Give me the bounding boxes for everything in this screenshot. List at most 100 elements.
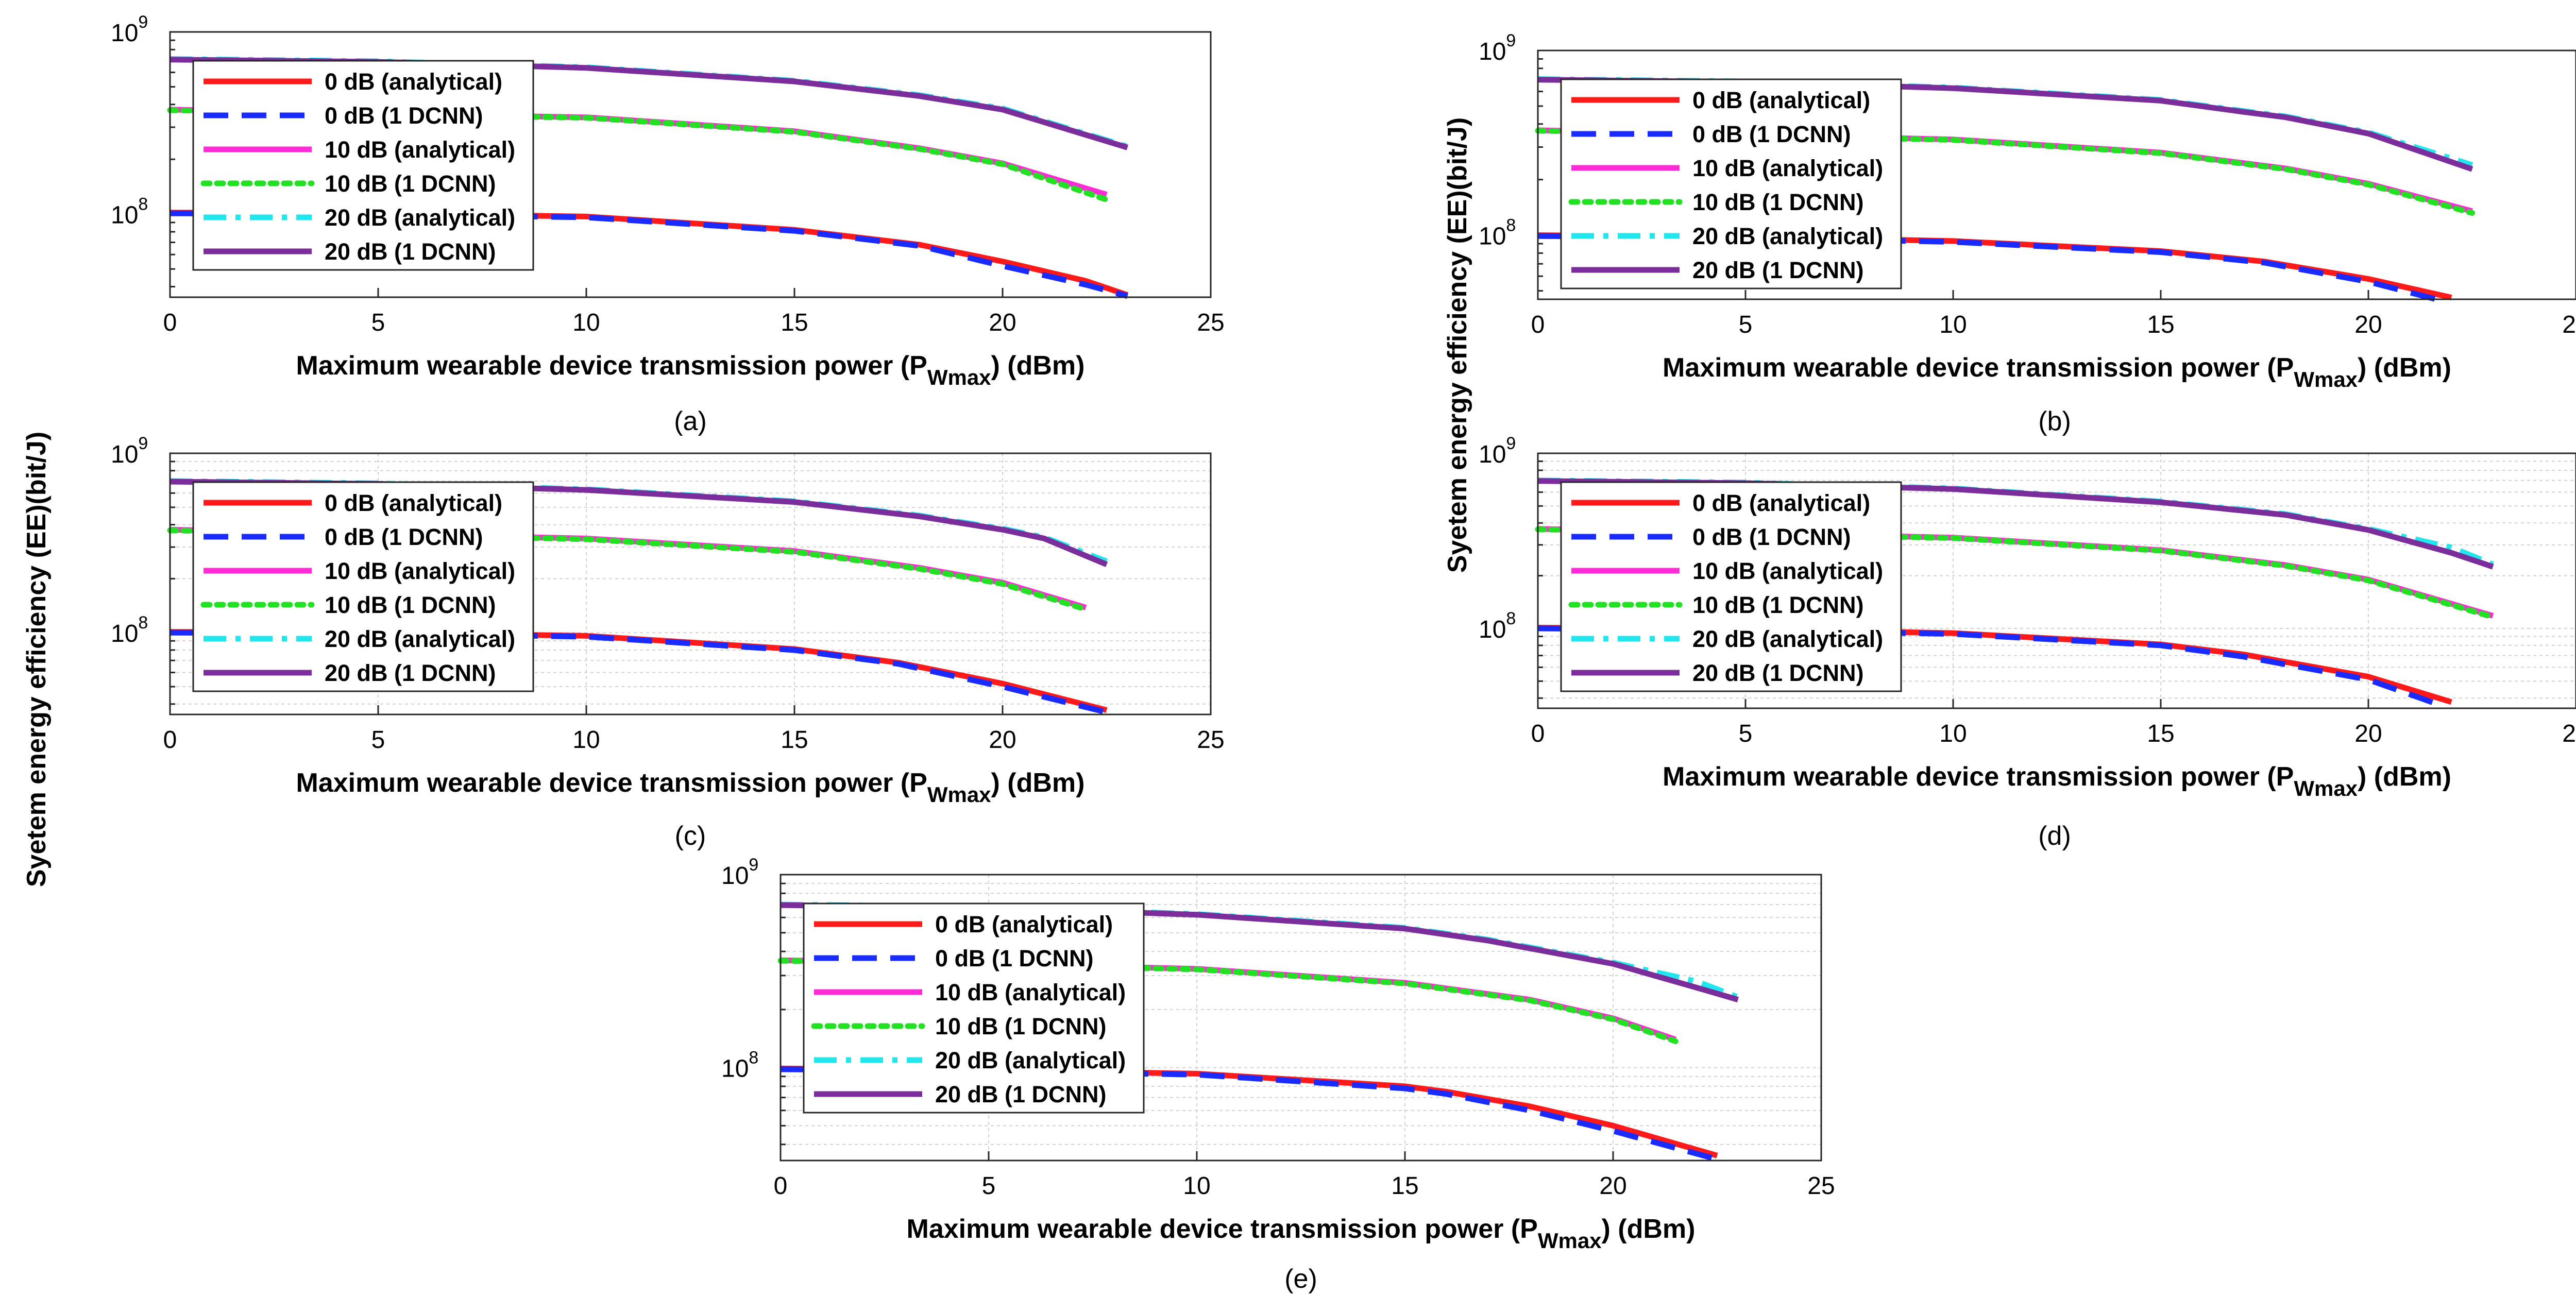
panel-a-legend-label: 10 dB (analytical) xyxy=(325,137,515,163)
panel-c-x-tick-label: 15 xyxy=(781,726,808,754)
panel-d-legend-label: 0 dB (analytical) xyxy=(1692,490,1870,516)
panel-e-x-tick-label: 20 xyxy=(1599,1172,1626,1200)
panel-a-x-tick-label: 25 xyxy=(1197,309,1224,336)
panel-e-legend-label: 20 dB (1 DCNN) xyxy=(935,1081,1107,1107)
panel-d-x-tick-label: 25 xyxy=(2562,720,2576,747)
panel-a-y-tick-base: 10 xyxy=(111,202,138,229)
panel-a-x-tick-label: 20 xyxy=(989,309,1016,336)
panel-b-legend-label: 10 dB (1 DCNN) xyxy=(1692,189,1864,215)
panel-c-x-tick-label: 25 xyxy=(1197,726,1224,754)
panel-d-x-axis-label: Maximum wearable device transmission pow… xyxy=(1663,762,2451,800)
panel-a-y-tick-exponent: 8 xyxy=(138,195,148,214)
panel-d-caption: (d) xyxy=(2038,821,2071,851)
panel-e-x-axis-label-sub: Wmax xyxy=(1538,1229,1602,1253)
panel-e-x-axis-label-main: Maximum wearable device transmission pow… xyxy=(907,1214,1538,1244)
panel-e-y-tick-base: 10 xyxy=(721,862,749,890)
panel-a-legend-box xyxy=(192,60,534,271)
panel-b-x-tick-label: 5 xyxy=(1739,311,1753,338)
panel-d-legend-label: 20 dB (1 DCNN) xyxy=(1692,660,1864,686)
panel-c-caption: (c) xyxy=(675,821,706,851)
panel-a-x-axis-label-main: Maximum wearable device transmission pow… xyxy=(296,351,927,381)
panel-c-y-tick-base: 10 xyxy=(111,620,138,647)
panel-e-legend-label: 0 dB (1 DCNN) xyxy=(935,945,1094,971)
panel-c-y-tick-label: 109 xyxy=(111,434,148,468)
panel-b-legend-box xyxy=(1560,78,1902,289)
panel-a-x-tick-label: 10 xyxy=(572,309,600,336)
panel-a-x-tick-label: 15 xyxy=(781,309,808,336)
panel-e-x-tick-label: 25 xyxy=(1807,1172,1835,1200)
panel-d-y-tick-exponent: 9 xyxy=(1506,434,1516,453)
panel-a-x-axis-label-sub: Wmax xyxy=(927,365,991,389)
panel-c-x-axis-label: Maximum wearable device transmission pow… xyxy=(296,768,1085,807)
panel-b-legend-label: 20 dB (analytical) xyxy=(1692,223,1883,249)
panel-d-y-tick-base: 10 xyxy=(1479,441,1506,468)
panel-e-legend-label: 0 dB (analytical) xyxy=(935,911,1113,937)
panel-b-x-axis-label-main: Maximum wearable device transmission pow… xyxy=(1663,353,2294,383)
panel-e-y-tick-base: 10 xyxy=(721,1055,749,1083)
panel-b-legend: 0 dB (analytical) 0 dB (1 DCNN) 10 dB (ana… xyxy=(1560,78,1902,289)
panel-b-y-tick-exponent: 8 xyxy=(1506,216,1516,235)
panel-e-x-tick-label: 0 xyxy=(774,1172,788,1200)
panel-b-x-axis-label: Maximum wearable device transmission pow… xyxy=(1663,353,2451,391)
panel-e-y-tick-label: 109 xyxy=(721,855,758,890)
panel-c-legend-label: 10 dB (1 DCNN) xyxy=(325,592,496,618)
panel-c-legend-label: 10 dB (analytical) xyxy=(325,558,515,584)
panel-d-x-axis-label-end: ) (dBm) xyxy=(2358,762,2451,792)
panel-e-legend-label: 20 dB (analytical) xyxy=(935,1047,1126,1073)
panel-d-y-tick-base: 10 xyxy=(1479,616,1506,643)
panel-c-legend-label: 0 dB (1 DCNN) xyxy=(325,524,483,550)
panel-a-axes-box xyxy=(169,31,1212,298)
panel-a-legend: 0 dB (analytical) 0 dB (1 DCNN) 10 dB (ana… xyxy=(192,60,534,271)
panel-e-legend-label: 10 dB (1 DCNN) xyxy=(935,1013,1107,1039)
panel-d-x-tick-label: 20 xyxy=(2354,720,2382,747)
panel-e-y-tick-exponent: 9 xyxy=(749,855,758,875)
panel-a-legend-label: 0 dB (analytical) xyxy=(325,69,502,95)
panel-b-caption: (b) xyxy=(2038,406,2071,436)
panel-d-x-tick-label: 15 xyxy=(2147,720,2174,747)
panel-a-y-tick-label: 109 xyxy=(111,12,148,47)
panel-d-y-tick-exponent: 8 xyxy=(1506,609,1516,628)
panel-c-x-tick-label: 20 xyxy=(989,726,1016,754)
panel-e-y-tick-exponent: 8 xyxy=(749,1048,758,1068)
panel-c-x-axis-label-end: ) (dBm) xyxy=(991,768,1085,798)
panel-b-x-axis-label-sub: Wmax xyxy=(2294,367,2358,391)
panel-c-legend-label: 20 dB (1 DCNN) xyxy=(325,660,496,686)
panel-a-x-tick-label: 5 xyxy=(371,309,385,336)
panel-c-x-tick-label: 5 xyxy=(371,726,385,754)
panel-b-legend-label: 20 dB (1 DCNN) xyxy=(1692,257,1864,283)
panel-b-x-tick-label: 20 xyxy=(2354,311,2382,338)
panel-e-legend-label: 10 dB (analytical) xyxy=(935,979,1126,1005)
panel-d-x-axis-label-sub: Wmax xyxy=(2294,776,2358,800)
panel-d-legend-label: 10 dB (analytical) xyxy=(1692,558,1883,584)
panel-b-axes-box xyxy=(1537,49,2576,300)
panel-c-legend: 0 dB (analytical) 0 dB (1 DCNN) 10 dB (ana… xyxy=(192,481,534,692)
panel-d-legend-box xyxy=(1560,481,1902,692)
panel-c-x-tick-label: 10 xyxy=(572,726,600,754)
panel-a-x-axis-label-end: ) (dBm) xyxy=(991,351,1085,381)
panel-e-x-tick-label: 15 xyxy=(1391,1172,1418,1200)
panel-a-legend-label: 20 dB (analytical) xyxy=(325,204,515,231)
panel-d-legend-label: 10 dB (1 DCNN) xyxy=(1692,592,1864,618)
panel-a-x-tick-label: 0 xyxy=(163,309,177,336)
panel-c-legend-box xyxy=(192,481,534,692)
panel-b-y-tick-exponent: 9 xyxy=(1506,31,1516,50)
panel-b-x-tick-label: 10 xyxy=(1939,311,1967,338)
panel-a-y-tick-base: 10 xyxy=(111,20,138,47)
panel-b-y-tick-label: 109 xyxy=(1479,31,1516,65)
panel-b-x-tick-label: 15 xyxy=(2147,311,2174,338)
panel-e-x-tick-label: 5 xyxy=(982,1172,996,1200)
panel-a-y-tick-exponent: 9 xyxy=(138,12,148,32)
panel-a-y-tick-label: 108 xyxy=(111,195,148,229)
panel-e-legend-box xyxy=(803,902,1145,1114)
panel-c-y-tick-base: 10 xyxy=(111,441,138,468)
panel-b-x-axis-label-end: ) (dBm) xyxy=(2358,353,2451,383)
panel-b-x-tick-label: 25 xyxy=(2562,311,2576,338)
panel-e-caption: (e) xyxy=(1284,1264,1317,1294)
panel-b-legend-label: 0 dB (1 DCNN) xyxy=(1692,121,1851,147)
panel-b-y-tick-label: 108 xyxy=(1479,216,1516,250)
panel-c-y-tick-exponent: 9 xyxy=(138,434,148,453)
panel-b-y-axis-label: Syetem energy efficiency (EE)(bit/J) xyxy=(1443,117,1472,573)
